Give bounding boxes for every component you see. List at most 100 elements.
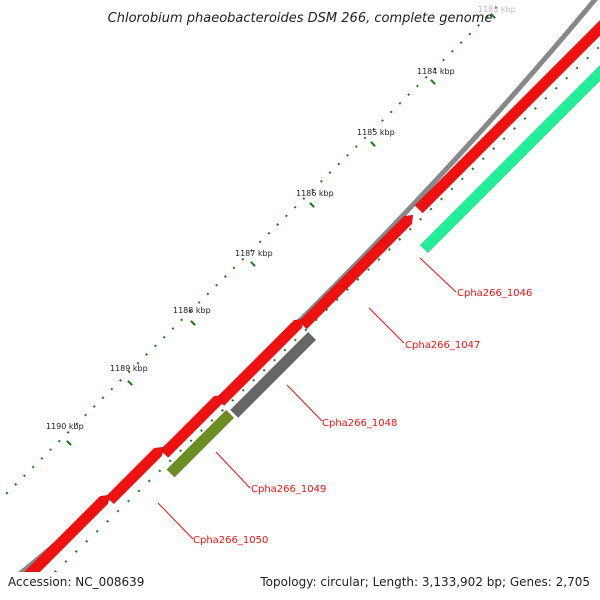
scale-tick xyxy=(485,15,489,19)
scale-tick xyxy=(197,301,201,304)
scale-tick xyxy=(84,413,87,417)
scale-tick xyxy=(49,448,53,452)
genome-summary: Topology: circular; Length: 3,133,902 bp… xyxy=(259,575,590,589)
scale-tick xyxy=(450,187,454,191)
scale-tick xyxy=(5,491,9,495)
major-tick xyxy=(190,320,196,326)
scale-tick xyxy=(502,137,506,141)
kbp-label: 1184 kbp xyxy=(417,67,455,76)
scale-tick xyxy=(356,278,360,281)
scale-tick xyxy=(66,431,70,434)
scale-tick xyxy=(471,167,475,171)
scale-tick xyxy=(304,328,308,332)
scale-tick xyxy=(283,348,287,352)
gene-track xyxy=(20,19,600,584)
kbp-label: 1189 kbp xyxy=(110,364,148,373)
gene-cpha266-1048[interactable] xyxy=(229,331,317,419)
scale-tick xyxy=(565,76,569,80)
scale-tick xyxy=(407,93,411,97)
gene-cpha266-1050[interactable] xyxy=(105,446,164,505)
gene-label-cpha266-1048[interactable]: Cpha266_1048 xyxy=(322,418,397,429)
scale-tick xyxy=(40,457,44,460)
scale-tick xyxy=(200,429,203,433)
scale-tick xyxy=(477,23,480,27)
scale-tick xyxy=(596,46,600,50)
scale-tick xyxy=(325,308,329,312)
gene-cpha266-1049[interactable] xyxy=(166,409,235,478)
scale-tick xyxy=(168,459,172,463)
scale-tick xyxy=(158,469,162,473)
scale-tick xyxy=(267,231,271,235)
callout-lines xyxy=(157,257,457,540)
scale-tick xyxy=(95,529,99,533)
scale-tick xyxy=(319,179,323,183)
callout-line xyxy=(286,384,323,422)
scale-tick xyxy=(276,223,280,226)
footer-background xyxy=(0,572,600,600)
scale-tick xyxy=(137,489,141,493)
scale-tick xyxy=(492,147,496,151)
scale-tick xyxy=(31,465,35,469)
gene-label-cpha266-1050[interactable]: Cpha266_1050 xyxy=(193,535,268,546)
scale-tick xyxy=(544,96,548,100)
gene-label-cpha266-1049[interactable]: Cpha266_1049 xyxy=(251,484,326,495)
gene-label-cpha266-1047[interactable]: Cpha266_1047 xyxy=(405,340,480,351)
scale-tick xyxy=(220,409,224,412)
scale-tick xyxy=(64,560,68,563)
scale-tick xyxy=(377,258,381,261)
scale-tick xyxy=(215,283,218,287)
gene-cpha266-1049-fwd[interactable] xyxy=(159,394,224,459)
major-tick xyxy=(250,261,256,267)
scale-tick xyxy=(119,379,122,382)
outer-tick-scale xyxy=(5,6,498,495)
scale-tick xyxy=(162,335,166,339)
scale-tick xyxy=(459,41,463,45)
scale-tick xyxy=(381,119,384,123)
scale-tick xyxy=(232,266,236,270)
callout-line xyxy=(157,502,194,540)
scale-tick xyxy=(171,327,175,330)
scale-tick xyxy=(346,288,349,292)
scale-tick xyxy=(460,177,464,181)
kbp-label: 1187 kbp xyxy=(235,249,273,258)
scale-tick xyxy=(136,361,140,365)
scale-tick xyxy=(442,58,446,62)
scale-tick xyxy=(85,539,89,543)
kbp-label: 1186 kbp xyxy=(296,189,334,198)
scale-tick xyxy=(398,237,402,241)
scale-tick xyxy=(57,439,61,443)
gene-cpha266-1048-fwd[interactable] xyxy=(215,318,304,407)
major-tick xyxy=(309,202,315,208)
scale-tick xyxy=(74,550,78,553)
scale-tick xyxy=(554,86,558,90)
scale-tick xyxy=(523,117,527,120)
gene-label-cpha266-1046[interactable]: Cpha266_1046 xyxy=(457,288,532,299)
scale-tick xyxy=(147,479,151,483)
major-tick xyxy=(430,79,436,85)
scale-tick xyxy=(116,509,120,513)
scale-tick xyxy=(252,378,256,382)
scale-tick xyxy=(433,67,437,71)
gene-arrow-forward[interactable] xyxy=(20,494,110,584)
scale-tick xyxy=(372,127,376,131)
gene-cpha266-1047[interactable] xyxy=(298,240,388,330)
scale-tick xyxy=(363,136,367,140)
kbp-label: 1183 kbp xyxy=(478,5,516,14)
callout-line xyxy=(419,257,457,293)
scale-tick xyxy=(450,49,454,53)
scale-tick xyxy=(513,127,516,130)
gene-rrna-band[interactable] xyxy=(419,64,600,254)
kbp-label: 1188 kbp xyxy=(173,306,211,315)
scale-tick xyxy=(408,227,412,231)
scale-tick xyxy=(481,157,485,161)
gene-arrow-forward[interactable] xyxy=(414,19,600,214)
scale-tick xyxy=(189,439,193,443)
scale-tick xyxy=(188,309,192,313)
scale-tick xyxy=(231,398,235,402)
scale-tick xyxy=(328,171,332,174)
scale-tick xyxy=(285,214,288,218)
scale-tick xyxy=(293,205,297,209)
scale-tick xyxy=(302,197,306,200)
scale-tick xyxy=(210,419,214,422)
scale-tick xyxy=(75,422,79,426)
